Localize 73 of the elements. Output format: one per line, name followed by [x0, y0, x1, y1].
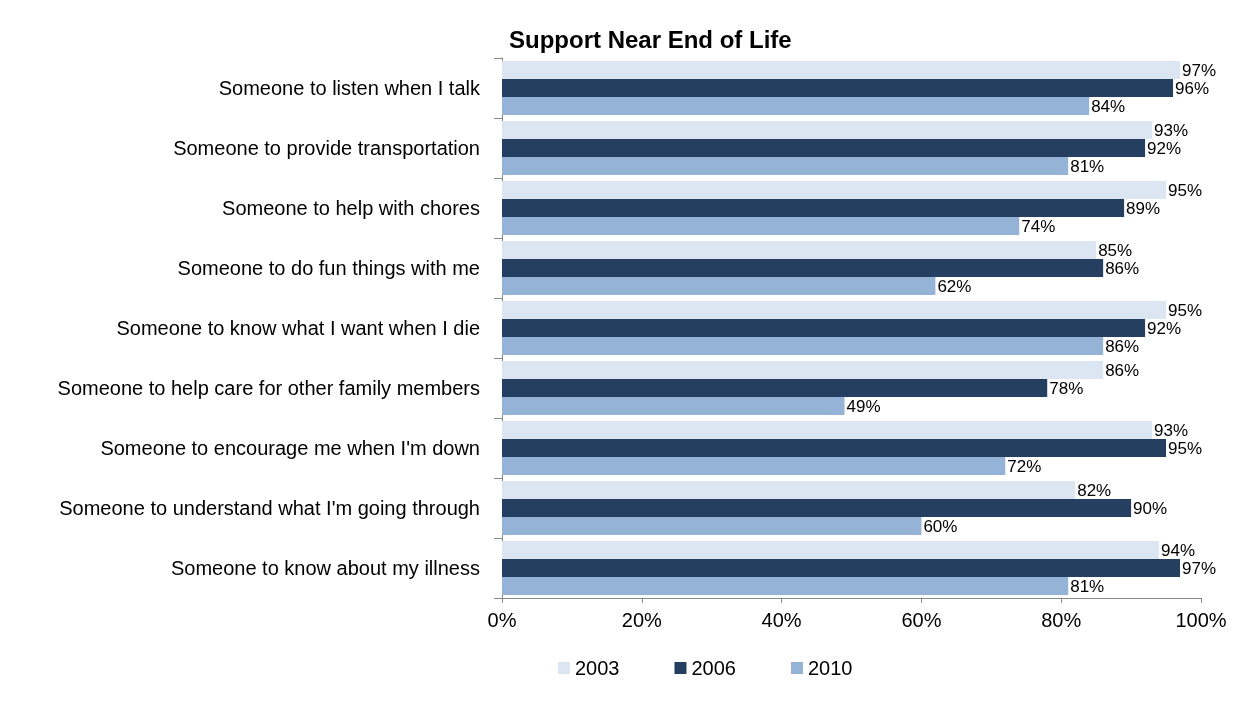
bar: [502, 217, 1020, 235]
data-label: 74%: [1021, 216, 1056, 236]
data-label: 95%: [1168, 300, 1203, 320]
data-label: 49%: [846, 396, 881, 416]
data-label: 82%: [1077, 480, 1112, 500]
bar: [502, 301, 1167, 319]
bar: [502, 319, 1146, 337]
bar: [502, 481, 1076, 499]
x-tick-label: 40%: [761, 609, 802, 631]
data-label: 86%: [1105, 258, 1140, 278]
x-tick-label: 80%: [1041, 609, 1082, 631]
legend-label: 2003: [575, 657, 620, 679]
y-tick-label: Someone to do fun things with me: [177, 257, 480, 279]
bar: [502, 61, 1181, 79]
bar: [502, 361, 1104, 379]
bar: [502, 97, 1090, 115]
data-label: 86%: [1105, 360, 1140, 380]
bar: [502, 181, 1167, 199]
y-tick-label: Someone to know about my illness: [170, 557, 480, 579]
data-label: 85%: [1098, 240, 1133, 260]
x-tick-label: 0%: [487, 609, 517, 631]
data-label: 95%: [1168, 180, 1203, 200]
bar: [502, 157, 1069, 175]
bar: [502, 499, 1132, 517]
bar: [502, 517, 922, 535]
data-label: 84%: [1091, 96, 1126, 116]
bar: [502, 259, 1104, 277]
y-tick-label: Someone to understand what I'm going through: [59, 497, 480, 519]
y-tick-label: Someone to know what I want when I die: [116, 317, 480, 339]
x-tick-label: 60%: [901, 609, 942, 631]
data-label: 86%: [1105, 336, 1140, 356]
y-tick-label: Someone to provide transportation: [173, 137, 480, 159]
data-label: 92%: [1147, 138, 1182, 158]
data-label: 72%: [1007, 456, 1042, 476]
data-label: 96%: [1175, 78, 1210, 98]
data-label: 60%: [923, 516, 958, 536]
bar: [502, 277, 936, 295]
y-tick-label: Someone to help with chores: [222, 197, 480, 219]
data-label: 95%: [1168, 438, 1203, 458]
y-tick-label: Someone to listen when I talk: [218, 77, 481, 99]
data-label: 93%: [1154, 420, 1189, 440]
data-label: 89%: [1126, 198, 1161, 218]
chart-title: Support Near End of Life: [509, 25, 792, 53]
bar: [502, 541, 1160, 559]
bar: [502, 559, 1181, 577]
y-tick-label: Someone to help care for other family members: [57, 377, 480, 399]
data-label: 62%: [937, 276, 972, 296]
legend-label: 2010: [807, 657, 853, 679]
x-tick-label: 100%: [1175, 609, 1227, 631]
bar: [502, 241, 1097, 259]
data-label: 94%: [1161, 540, 1196, 560]
bar: [502, 337, 1104, 355]
bar: [502, 199, 1125, 217]
data-label: 97%: [1182, 60, 1217, 80]
bar: [502, 439, 1167, 457]
bar: [502, 379, 1048, 397]
y-tick-label: Someone to encourage me when I'm down: [100, 437, 480, 459]
bar: [502, 577, 1069, 595]
bar: [502, 457, 1006, 475]
data-label: 78%: [1049, 378, 1084, 398]
bar: [502, 121, 1153, 139]
bar: [502, 421, 1153, 439]
legend-label: 2006: [691, 657, 736, 679]
data-label: 92%: [1147, 318, 1182, 338]
data-label: 81%: [1070, 576, 1105, 596]
bar: [502, 397, 845, 415]
data-label: 97%: [1182, 558, 1217, 578]
bar: [502, 79, 1174, 97]
bar: [502, 139, 1146, 157]
data-label: 90%: [1133, 498, 1168, 518]
x-tick-label: 20%: [621, 609, 663, 631]
data-label: 93%: [1154, 120, 1189, 140]
data-label: 81%: [1070, 156, 1105, 176]
